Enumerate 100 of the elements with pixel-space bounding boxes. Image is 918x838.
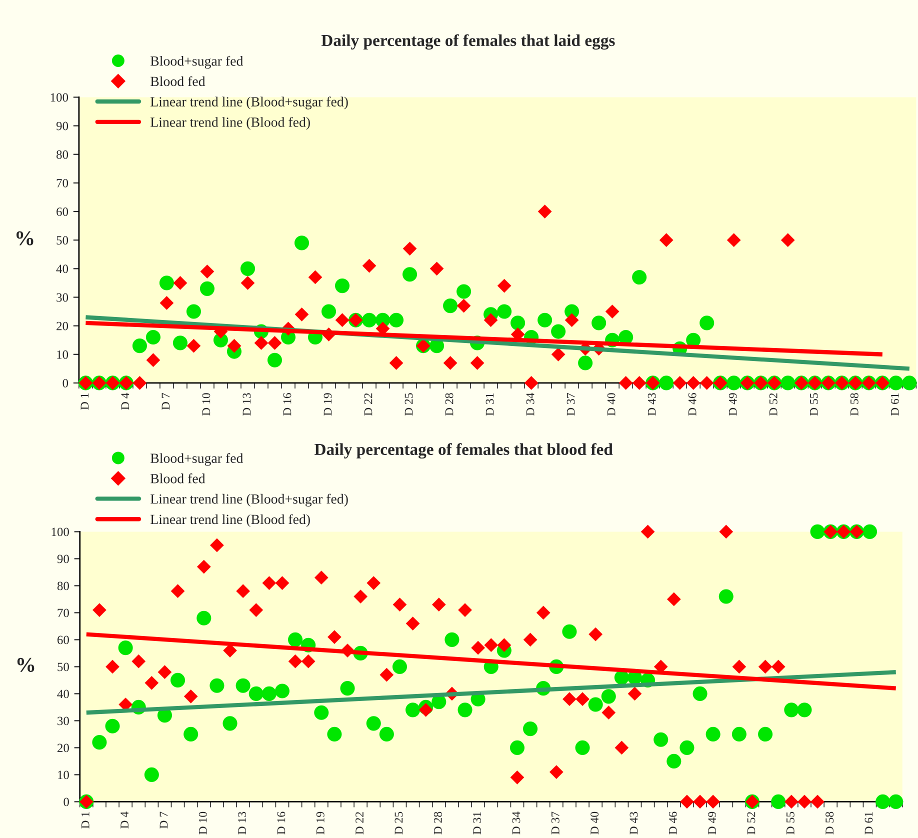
point xyxy=(366,576,381,590)
x-tick-label: D 1 xyxy=(81,812,90,828)
point xyxy=(538,204,552,218)
point xyxy=(618,376,633,390)
y-axis-title: % xyxy=(17,658,34,672)
x-tick-label: D 31 xyxy=(473,812,482,834)
point xyxy=(666,592,681,606)
point xyxy=(432,598,446,612)
point xyxy=(389,356,404,370)
point xyxy=(456,298,471,313)
x-tick-label: D 43 xyxy=(648,393,656,416)
x-tick-label: D 52 xyxy=(747,812,756,834)
point xyxy=(362,258,376,273)
point xyxy=(314,570,328,585)
point xyxy=(497,278,512,293)
x-tick-label: D 61 xyxy=(864,812,873,834)
chart-title: Daily percentage of females that blood fed xyxy=(314,443,613,459)
x-tick-label: D 22 xyxy=(356,812,364,834)
point xyxy=(240,276,255,290)
point xyxy=(92,603,106,617)
point xyxy=(249,603,264,617)
point xyxy=(443,356,458,370)
point xyxy=(726,233,741,248)
point xyxy=(200,264,214,278)
point xyxy=(798,794,812,809)
point xyxy=(686,376,700,390)
x-tick-label: D 34 xyxy=(512,812,520,834)
point xyxy=(470,356,484,370)
x-tick-label: D 37 xyxy=(551,812,560,834)
point xyxy=(158,665,172,680)
x-tick-label: D 7 xyxy=(162,393,170,410)
point xyxy=(392,598,407,612)
point xyxy=(471,640,486,655)
point xyxy=(524,376,538,390)
point xyxy=(173,276,188,290)
point xyxy=(288,654,302,668)
y-tick-label: 50 xyxy=(58,662,69,672)
point xyxy=(301,654,316,668)
point xyxy=(308,270,322,284)
x-tick-label: D 43 xyxy=(630,812,638,834)
point xyxy=(275,576,290,590)
y-tick-label: 100 xyxy=(50,93,68,102)
y-tick-label: 10 xyxy=(57,350,68,359)
point xyxy=(132,376,147,390)
point xyxy=(659,233,674,248)
y-tick-label: 0 xyxy=(64,798,69,806)
point xyxy=(186,338,201,353)
point xyxy=(551,347,566,362)
point xyxy=(810,794,824,809)
y-tick-label: 80 xyxy=(56,150,68,159)
x-tick-label: D 37 xyxy=(566,393,575,416)
point xyxy=(523,632,538,647)
point xyxy=(380,668,394,682)
x-tick-label: D 52 xyxy=(769,393,778,416)
x-tick-label: D 55 xyxy=(810,393,818,416)
y-tick-label: 30 xyxy=(58,716,69,726)
x-tick-label: D 46 xyxy=(688,393,696,416)
point xyxy=(227,338,242,353)
point xyxy=(628,686,642,701)
x-tick-label: D 13 xyxy=(242,393,251,416)
point xyxy=(484,313,498,328)
point xyxy=(236,584,250,598)
y-tick-label: 30 xyxy=(56,293,68,302)
x-tick-label: D 55 xyxy=(786,812,794,834)
point xyxy=(354,590,368,604)
point xyxy=(294,307,309,322)
point xyxy=(262,576,276,590)
point xyxy=(732,660,746,674)
x-tick-label: D 34 xyxy=(526,392,534,416)
point xyxy=(210,538,224,552)
y-tick-label: 20 xyxy=(56,322,68,330)
point xyxy=(497,638,512,652)
y-tick-label: 40 xyxy=(56,264,68,274)
x-tick-label: D 25 xyxy=(394,812,403,834)
point xyxy=(640,524,655,539)
point xyxy=(418,702,433,717)
point xyxy=(510,770,524,784)
y-tick-label: 10 xyxy=(58,770,69,780)
point xyxy=(170,584,185,598)
y-tick-label: 100 xyxy=(52,528,69,536)
x-tick-label: D 4 xyxy=(121,392,130,410)
point xyxy=(758,660,772,674)
point xyxy=(106,660,120,674)
legend-label: Blood+sugar fed xyxy=(150,56,244,69)
y-tick-label: 90 xyxy=(57,554,69,564)
x-tick-label: D 61 xyxy=(890,393,899,416)
x-tick-label: D 40 xyxy=(590,812,599,834)
legend-label: Blood+sugar fed xyxy=(150,453,244,466)
point xyxy=(406,616,420,630)
point xyxy=(484,638,498,652)
y-tick-label: 20 xyxy=(58,744,69,752)
x-tick-label: D 19 xyxy=(324,393,332,416)
point xyxy=(254,336,268,350)
y-tick-label: 50 xyxy=(56,236,68,245)
point xyxy=(402,242,417,256)
point xyxy=(706,794,720,809)
point xyxy=(614,740,629,755)
point xyxy=(335,313,350,328)
y-axis-title: % xyxy=(16,231,34,246)
point xyxy=(562,692,576,706)
